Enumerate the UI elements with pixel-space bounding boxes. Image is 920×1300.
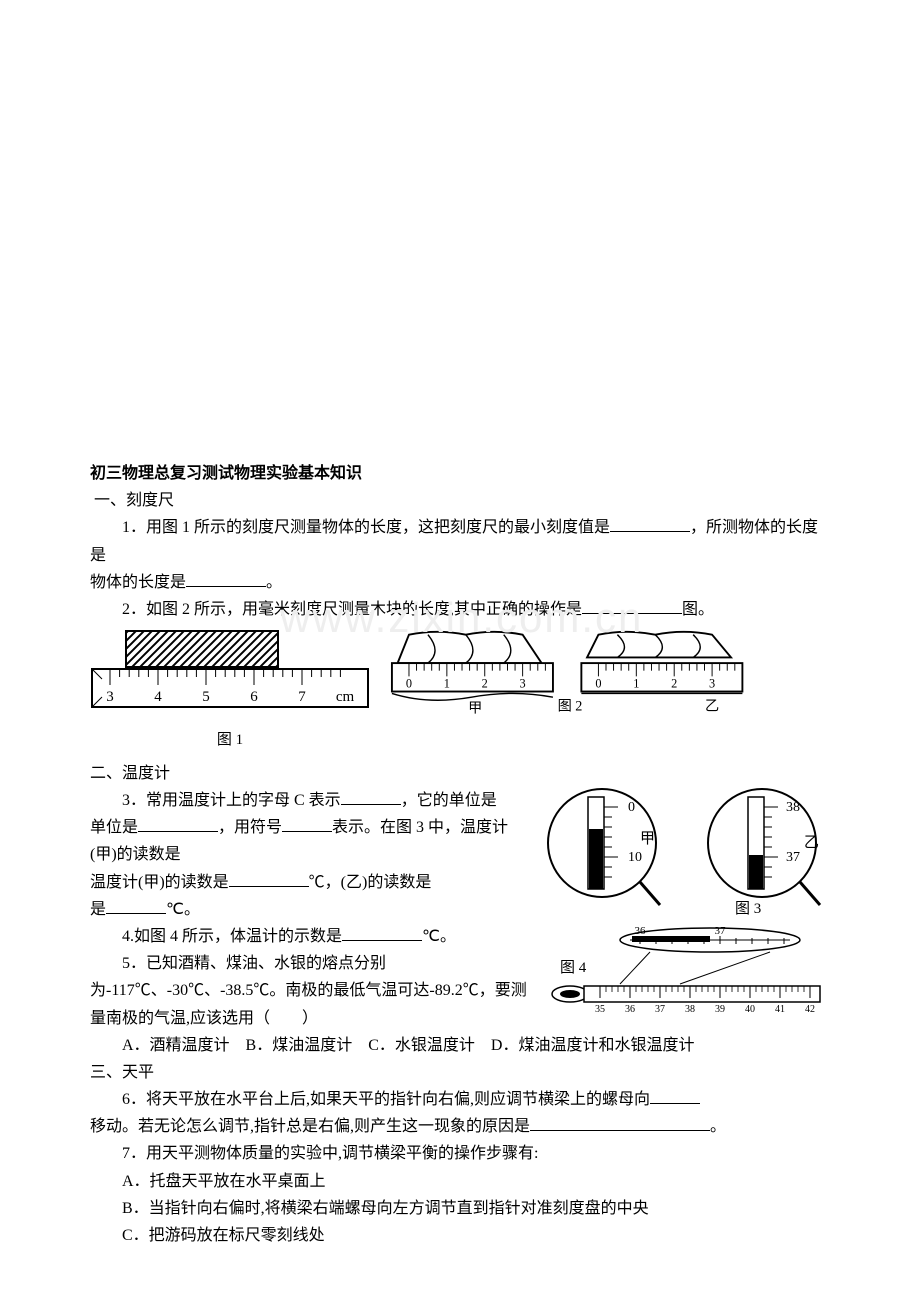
svg-text:37: 37	[655, 1004, 665, 1015]
ruler-2-svg: 0 1 2 3 甲 0 1 2 3	[390, 629, 750, 714]
question-6-line2: 移动。若无论怎么调节,指针总是右偏,则产生这一现象的原因是。	[90, 1113, 830, 1140]
question-5-options: A．酒精温度计 B．煤油温度计 C．水银温度计 D．煤油温度计和水银温度计	[90, 1032, 830, 1059]
svg-text:0: 0	[628, 800, 635, 815]
svg-text:cm: cm	[336, 689, 355, 705]
figure-1: 3 4 5 6 7 cm 图 1	[90, 629, 370, 754]
section-3-heading: 三、天平	[90, 1059, 830, 1086]
svg-text:38: 38	[786, 800, 800, 815]
clinical-thermo-svg: 36 37 35 36 37 38 39 40 41 42 图 4	[540, 926, 830, 1016]
svg-text:10: 10	[628, 850, 642, 865]
question-7-c: C．把游码放在标尺零刻线处	[90, 1222, 830, 1249]
ruler-1-svg: 3 4 5 6 7 cm	[90, 629, 370, 719]
svg-text:37: 37	[786, 850, 800, 865]
svg-text:图 3: 图 3	[735, 900, 761, 917]
svg-text:1: 1	[444, 677, 450, 691]
svg-text:3: 3	[709, 677, 715, 691]
svg-text:0: 0	[406, 677, 412, 691]
svg-text:图 2: 图 2	[558, 699, 583, 715]
section-1-heading: 一、刻度尺	[90, 487, 830, 514]
svg-text:7: 7	[298, 689, 306, 705]
svg-text:乙: 乙	[705, 699, 719, 715]
thermo-svg: 0 10 甲 38 37 乙 图 3	[540, 787, 830, 917]
svg-text:0: 0	[595, 677, 601, 691]
question-1-cont: 物体的长度是。	[90, 569, 830, 596]
svg-text:38: 38	[685, 1004, 695, 1015]
question-1: 1．用图 1 所示的刻度尺测量物体的长度，这把刻度尺的最小刻度值是，所测物体的长…	[90, 514, 830, 568]
svg-text:42: 42	[805, 1004, 815, 1015]
svg-text:40: 40	[745, 1004, 755, 1015]
svg-text:3: 3	[106, 689, 114, 705]
svg-text:39: 39	[715, 1004, 725, 1015]
question-7-a: A．托盘天平放在水平桌面上	[90, 1168, 830, 1195]
svg-text:甲: 甲	[468, 700, 482, 714]
figure-2: 0 1 2 3 甲 0 1 2 3	[390, 629, 750, 723]
svg-text:1: 1	[633, 677, 639, 691]
section-2-heading: 二、温度计	[90, 760, 830, 787]
svg-text:5: 5	[202, 689, 210, 705]
question-6: 6．将天平放在水平台上后,如果天平的指针向右偏,则应调节横梁上的螺母向	[90, 1086, 830, 1113]
svg-text:35: 35	[595, 1004, 605, 1015]
question-2: 2．如图 2 所示，用毫米刻度尺测量木块的长度,其中正确的操作是图。	[90, 596, 830, 623]
svg-text:36: 36	[635, 926, 647, 937]
svg-text:4: 4	[154, 689, 162, 705]
svg-text:图 4: 图 4	[560, 959, 587, 976]
svg-text:37: 37	[715, 926, 727, 937]
title: 初三物理总复习测试物理实验基本知识	[90, 460, 830, 487]
svg-text:36: 36	[625, 1004, 635, 1015]
svg-text:2: 2	[671, 677, 677, 691]
question-7-b: B．当指针向右偏时,将横梁右端螺母向左方调节直到指针对准刻度盘的中央	[90, 1195, 830, 1222]
figure-1-label: 图 1	[90, 728, 370, 754]
figure-3-4-block: 0 10 甲 38 37 乙 图 3 36 37	[540, 787, 830, 1025]
svg-text:2: 2	[482, 677, 488, 691]
figure-row-1: 3 4 5 6 7 cm 图 1 0 1 2 3	[90, 629, 830, 754]
svg-text:乙: 乙	[804, 835, 819, 851]
svg-text:甲: 甲	[640, 831, 655, 847]
svg-text:3: 3	[520, 677, 526, 691]
svg-text:6: 6	[250, 689, 258, 705]
svg-text:41: 41	[775, 1004, 785, 1015]
question-7: 7．用天平测物体质量的实验中,调节横梁平衡的操作步骤有:	[90, 1140, 830, 1167]
